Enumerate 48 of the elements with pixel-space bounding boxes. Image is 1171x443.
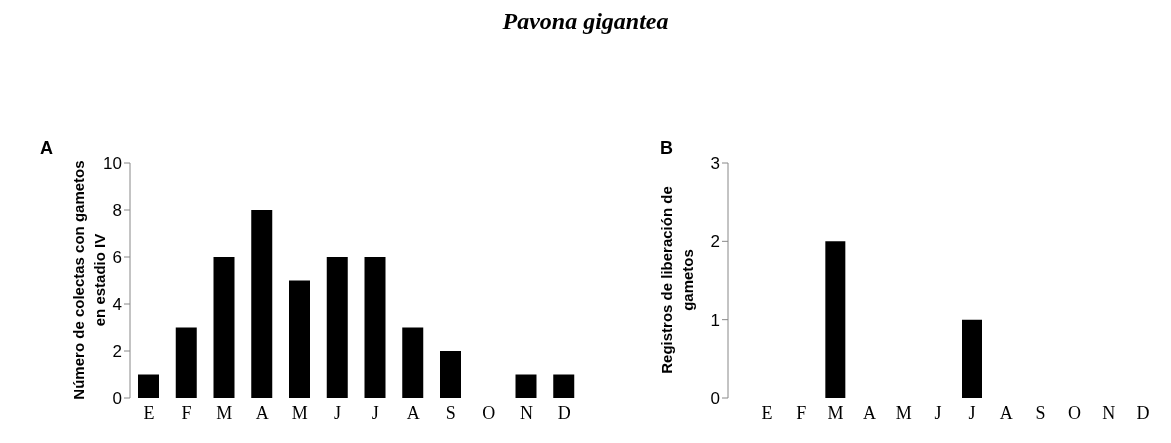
x-tick-label: F bbox=[181, 402, 192, 423]
x-tick-label: D bbox=[557, 402, 571, 423]
y-tick-label: 2 bbox=[112, 342, 122, 362]
x-tick-label: M bbox=[291, 402, 308, 423]
bar bbox=[213, 257, 235, 398]
text: A bbox=[40, 138, 53, 159]
x-tick-label: J bbox=[934, 402, 942, 423]
bar bbox=[138, 374, 159, 398]
x-tick-label: A bbox=[255, 402, 269, 423]
x-tick-label: D bbox=[1136, 402, 1150, 423]
x-tick-label: M bbox=[827, 402, 844, 423]
text: B bbox=[660, 138, 673, 159]
bar bbox=[515, 374, 537, 398]
bar bbox=[402, 327, 424, 398]
y-tick-label: 8 bbox=[112, 201, 122, 221]
bar bbox=[289, 280, 310, 398]
x-tick-label: E bbox=[143, 402, 155, 423]
bar bbox=[175, 327, 197, 398]
x-tick-label: J bbox=[371, 402, 379, 423]
x-tick-label: O bbox=[1068, 402, 1082, 423]
y-tick-label: 3 bbox=[710, 154, 720, 174]
x-tick-label: F bbox=[796, 402, 807, 423]
x-tick-label: M bbox=[895, 402, 912, 423]
x-tick-label: J bbox=[334, 402, 342, 423]
y-tick-label: 0 bbox=[112, 389, 122, 409]
x-tick-label: E bbox=[761, 402, 773, 423]
x-tick-label: N bbox=[1102, 402, 1116, 423]
chart-title: Pavona gigantea bbox=[501, 8, 670, 35]
x-tick-label: A bbox=[863, 402, 877, 423]
x-tick-label: J bbox=[968, 402, 976, 423]
x-tick-label: A bbox=[406, 402, 420, 423]
y-tick-label: 1 bbox=[710, 310, 720, 330]
bar bbox=[326, 257, 348, 398]
x-tick-label: A bbox=[999, 402, 1013, 423]
x-tick-label: S bbox=[445, 402, 456, 423]
bar bbox=[364, 257, 386, 398]
bar bbox=[440, 351, 461, 398]
y-tick-label: 2 bbox=[710, 232, 720, 252]
y-tick-label: 4 bbox=[112, 295, 122, 315]
bar bbox=[251, 210, 273, 398]
x-tick-label: S bbox=[1035, 402, 1046, 423]
y-axis-title: Registros de liberación de gametos bbox=[657, 185, 697, 376]
x-tick-label: N bbox=[519, 402, 533, 423]
y-tick-label: 0 bbox=[710, 389, 720, 409]
x-tick-label: M bbox=[216, 402, 233, 423]
bar bbox=[553, 374, 575, 398]
x-tick-label: O bbox=[482, 402, 496, 423]
y-tick-label: 6 bbox=[112, 248, 122, 268]
